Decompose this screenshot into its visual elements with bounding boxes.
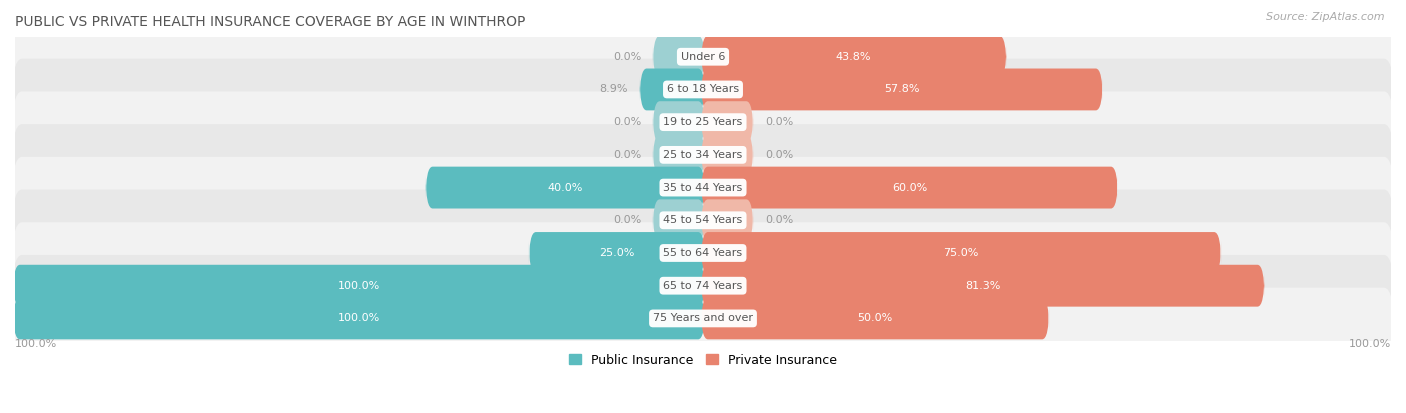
FancyBboxPatch shape — [11, 255, 1395, 316]
Text: 6 to 18 Years: 6 to 18 Years — [666, 84, 740, 95]
Text: 0.0%: 0.0% — [765, 215, 793, 225]
Text: 8.9%: 8.9% — [599, 84, 628, 95]
Text: 75.0%: 75.0% — [943, 248, 979, 258]
FancyBboxPatch shape — [11, 26, 1395, 88]
Text: 100.0%: 100.0% — [337, 281, 380, 291]
FancyBboxPatch shape — [702, 297, 1049, 339]
Text: 65 to 74 Years: 65 to 74 Years — [664, 281, 742, 291]
FancyBboxPatch shape — [652, 36, 704, 78]
Text: PUBLIC VS PRIVATE HEALTH INSURANCE COVERAGE BY AGE IN WINTHROP: PUBLIC VS PRIVATE HEALTH INSURANCE COVER… — [15, 15, 526, 29]
Text: 100.0%: 100.0% — [15, 339, 58, 349]
Text: 0.0%: 0.0% — [765, 117, 793, 127]
FancyBboxPatch shape — [529, 232, 704, 274]
Text: 35 to 44 Years: 35 to 44 Years — [664, 183, 742, 192]
FancyBboxPatch shape — [11, 91, 1395, 153]
Text: 40.0%: 40.0% — [548, 183, 583, 192]
Text: 0.0%: 0.0% — [765, 150, 793, 160]
Text: 45 to 54 Years: 45 to 54 Years — [664, 215, 742, 225]
Text: Under 6: Under 6 — [681, 52, 725, 62]
Text: 43.8%: 43.8% — [837, 52, 872, 62]
Text: 0.0%: 0.0% — [613, 52, 641, 62]
FancyBboxPatch shape — [426, 166, 704, 209]
FancyBboxPatch shape — [702, 69, 1102, 110]
Text: 50.0%: 50.0% — [858, 313, 893, 323]
FancyBboxPatch shape — [652, 101, 704, 143]
FancyBboxPatch shape — [702, 265, 1264, 306]
Text: 55 to 64 Years: 55 to 64 Years — [664, 248, 742, 258]
FancyBboxPatch shape — [11, 124, 1395, 185]
FancyBboxPatch shape — [702, 36, 1007, 78]
Legend: Public Insurance, Private Insurance: Public Insurance, Private Insurance — [564, 349, 842, 372]
FancyBboxPatch shape — [702, 134, 754, 176]
Text: 0.0%: 0.0% — [613, 117, 641, 127]
Text: 100.0%: 100.0% — [1348, 339, 1391, 349]
Text: 60.0%: 60.0% — [891, 183, 927, 192]
Text: 25 to 34 Years: 25 to 34 Years — [664, 150, 742, 160]
Text: 100.0%: 100.0% — [337, 313, 380, 323]
Text: 75 Years and over: 75 Years and over — [652, 313, 754, 323]
FancyBboxPatch shape — [652, 134, 704, 176]
Text: 0.0%: 0.0% — [613, 215, 641, 225]
FancyBboxPatch shape — [11, 190, 1395, 251]
FancyBboxPatch shape — [11, 288, 1395, 349]
FancyBboxPatch shape — [11, 157, 1395, 218]
Text: Source: ZipAtlas.com: Source: ZipAtlas.com — [1267, 12, 1385, 22]
FancyBboxPatch shape — [13, 265, 704, 306]
FancyBboxPatch shape — [640, 69, 704, 110]
Text: 81.3%: 81.3% — [965, 281, 1000, 291]
FancyBboxPatch shape — [702, 232, 1220, 274]
Text: 57.8%: 57.8% — [884, 84, 920, 95]
FancyBboxPatch shape — [652, 199, 704, 241]
Text: 0.0%: 0.0% — [613, 150, 641, 160]
FancyBboxPatch shape — [11, 222, 1395, 284]
FancyBboxPatch shape — [11, 59, 1395, 120]
FancyBboxPatch shape — [702, 166, 1118, 209]
Text: 25.0%: 25.0% — [599, 248, 634, 258]
FancyBboxPatch shape — [702, 101, 754, 143]
Text: 19 to 25 Years: 19 to 25 Years — [664, 117, 742, 127]
FancyBboxPatch shape — [13, 297, 704, 339]
FancyBboxPatch shape — [702, 199, 754, 241]
